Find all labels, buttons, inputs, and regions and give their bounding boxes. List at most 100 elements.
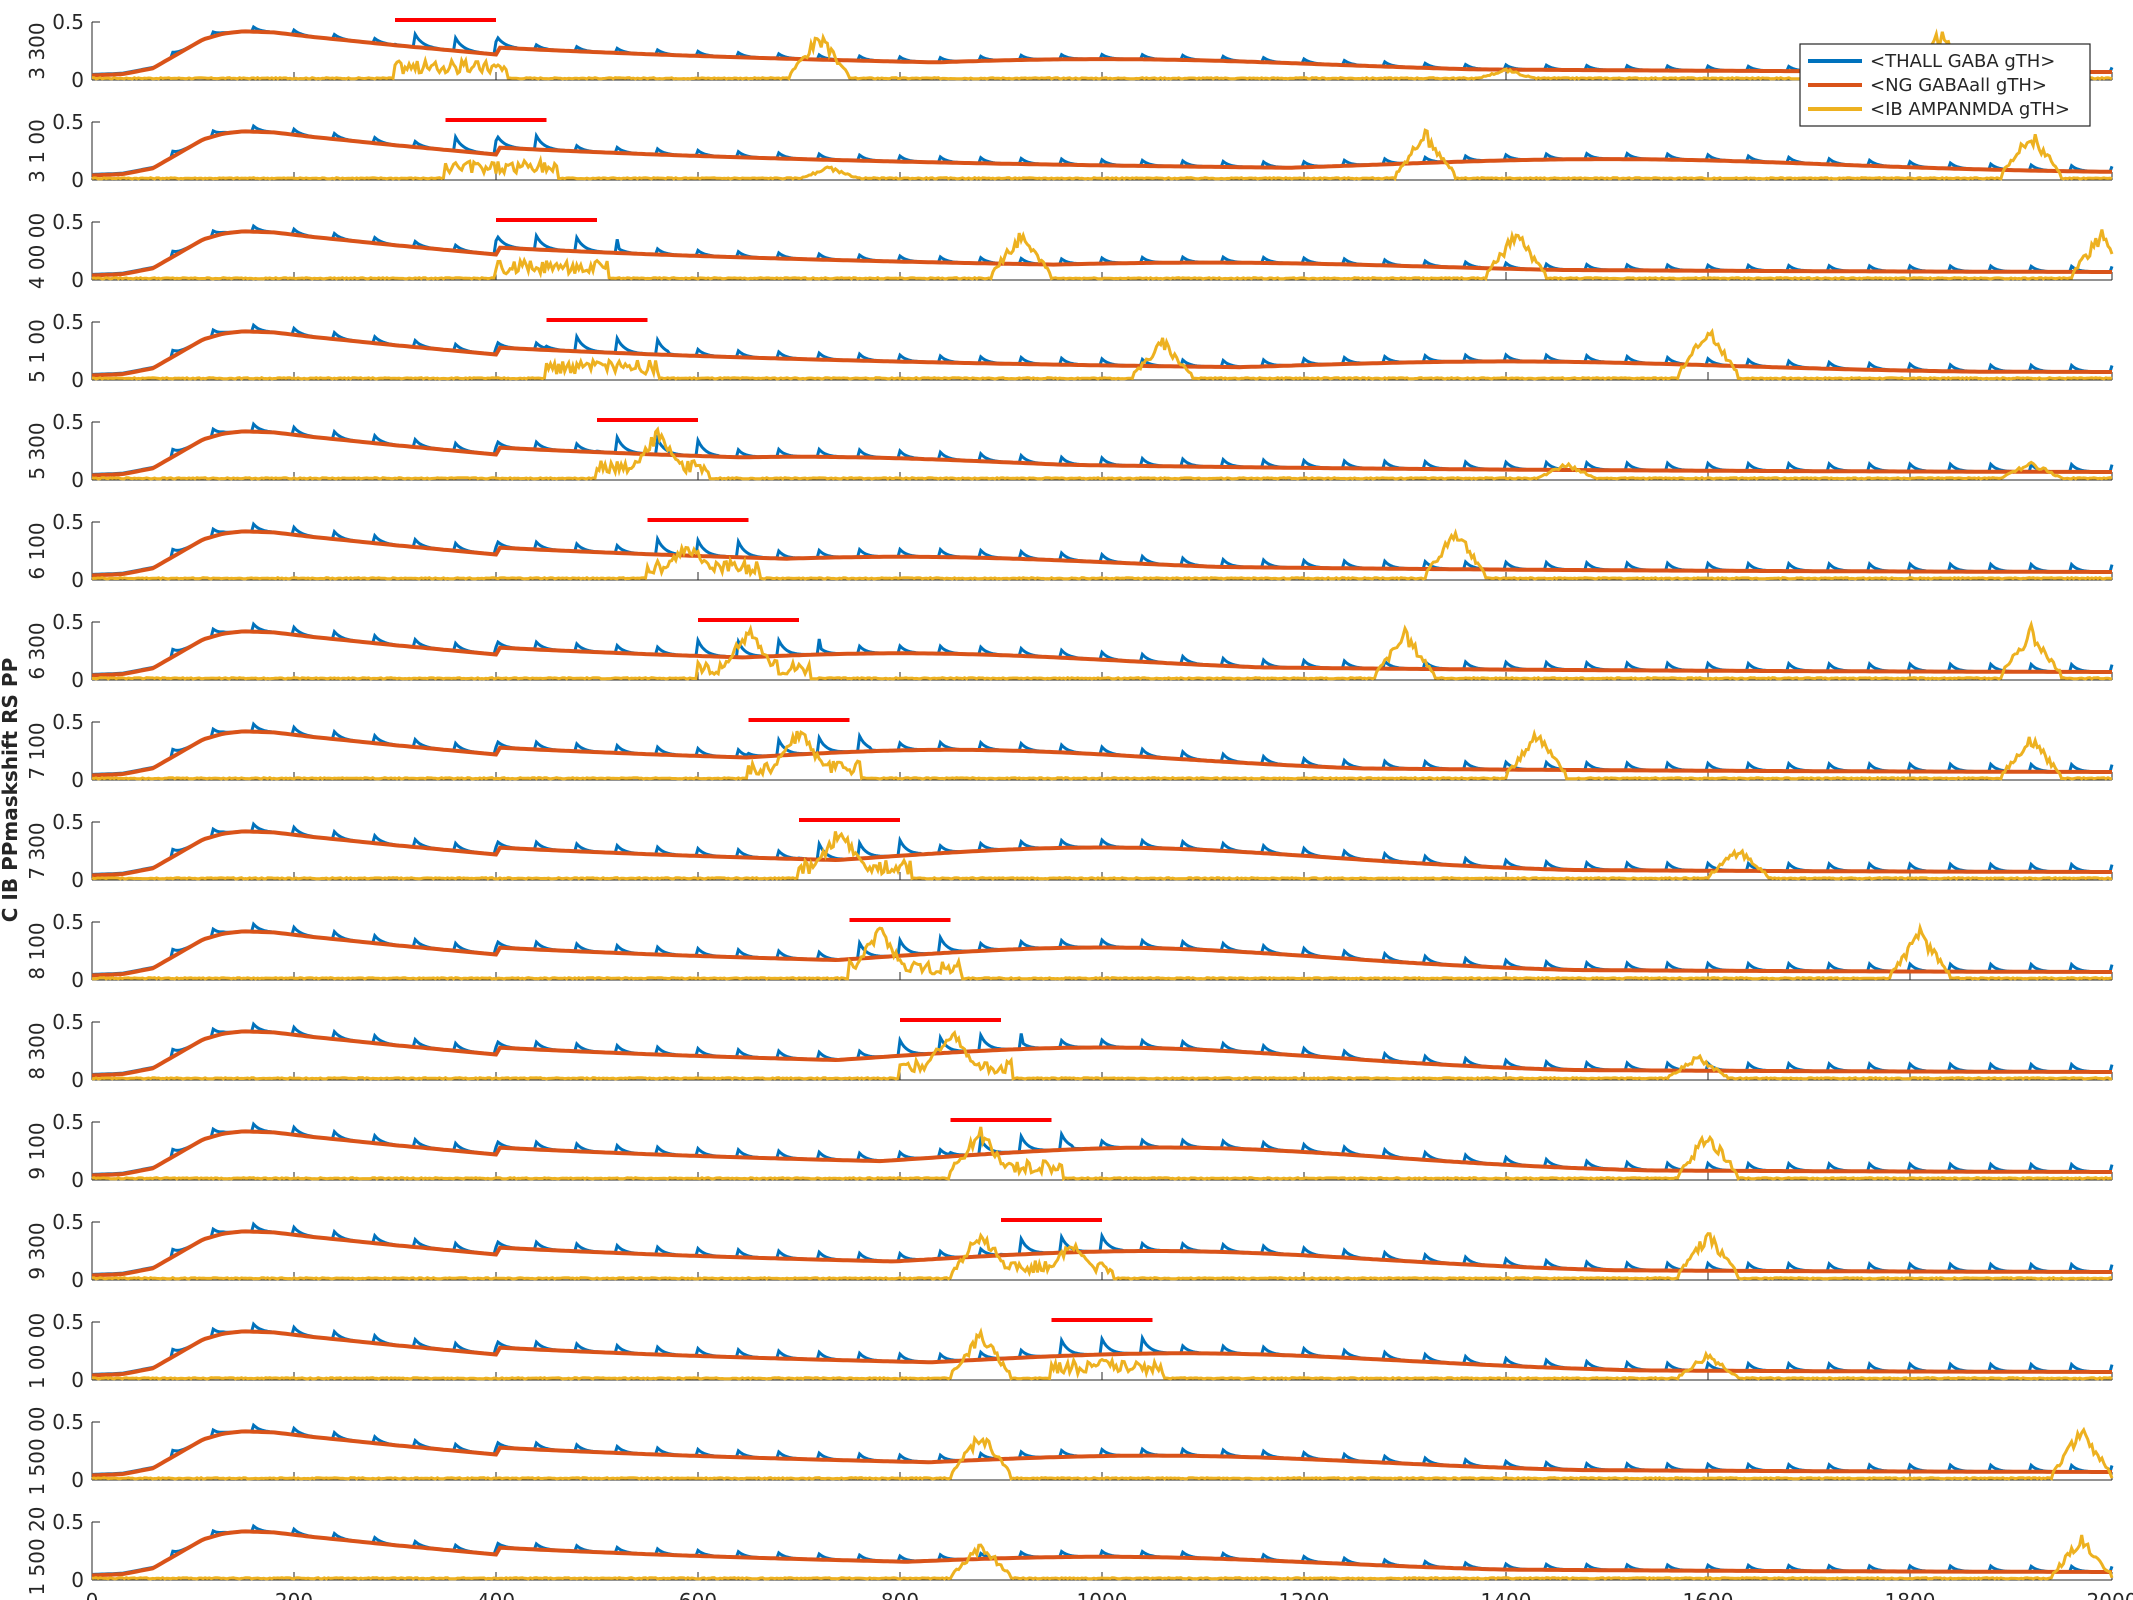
y-tick-label: 0 xyxy=(71,568,84,592)
series-ib-ampanmda xyxy=(91,528,2113,581)
series-ng-gabaall xyxy=(91,629,2112,678)
series-ib-ampanmda xyxy=(91,728,2113,781)
series-ng-gabaall xyxy=(91,1129,2112,1178)
series-ng-gabaall xyxy=(91,1029,2112,1078)
y-tick-label: 0.5 xyxy=(52,1310,84,1334)
y-tick-label: 0.5 xyxy=(52,1410,84,1434)
panel-3: 0 0.54 00 00 xyxy=(25,210,2114,292)
x-tick-label: 1600 xyxy=(1683,1589,1734,1600)
y-tick-label: 0.5 xyxy=(52,1510,84,1534)
series-ng-gabaall xyxy=(91,829,2112,878)
panel-label: 8 300 xyxy=(25,1022,49,1079)
x-tick-label: 200 xyxy=(275,1589,313,1600)
panel-15: 0 0.51 500 00 xyxy=(25,1406,2114,1496)
y-tick-label: 0 xyxy=(71,1468,84,1492)
series-ib-ampanmda xyxy=(92,28,2113,81)
y-tick-label: 0 xyxy=(71,1268,84,1292)
series-ng-gabaall xyxy=(91,1529,2112,1578)
legend-entry-ib: <IB AMPANMDA gTH> xyxy=(1870,99,2070,120)
panel-label: 7 300 xyxy=(25,822,49,879)
y-tick-label: 0.5 xyxy=(52,210,84,234)
y-tick-label: 0 xyxy=(71,368,84,392)
y-axis-label: C IB PPmaskshift RS PP xyxy=(0,658,22,922)
panel-13: 0 0.59 300 xyxy=(25,1210,2114,1292)
y-tick-label: 0.5 xyxy=(52,110,84,134)
y-tick-label: 0 xyxy=(71,168,84,192)
series-ib-ampanmda xyxy=(91,1534,2114,1581)
panel-4: 0 0.55 1 00 xyxy=(25,310,2114,392)
panel-6: 0 0.56 100 xyxy=(25,510,2114,592)
x-tick-label: 1400 xyxy=(1481,1589,1532,1600)
series-ng-gabaall xyxy=(91,29,2112,78)
y-tick-label: 0 xyxy=(71,1368,84,1392)
y-tick-label: 0.5 xyxy=(52,610,84,634)
panel-label: 7 100 xyxy=(25,722,49,779)
series-ib-ampanmda xyxy=(91,1126,2112,1181)
y-tick-label: 0 xyxy=(71,68,84,92)
x-tick-label: 0 xyxy=(86,1589,99,1600)
y-tick-label: 0 xyxy=(71,268,84,292)
panel-label: 9 300 xyxy=(25,1222,49,1279)
panel-label: 6 300 xyxy=(25,622,49,679)
y-tick-label: 0 xyxy=(71,1168,84,1192)
series-ng-gabaall xyxy=(91,329,2112,378)
x-tick-label: 2000 xyxy=(2087,1589,2133,1600)
series-ib-ampanmda xyxy=(91,922,2113,981)
y-tick-label: 0.5 xyxy=(52,1110,84,1134)
series-ng-gabaall xyxy=(91,529,2112,578)
y-tick-label: 0 xyxy=(71,868,84,892)
legend: <THALL GABA gTH> <NG GABAall gTH> <IB AM… xyxy=(1799,43,2091,127)
series-ib-ampanmda xyxy=(91,229,2114,281)
legend-entry-ng: <NG GABAall gTH> xyxy=(1870,75,2047,96)
panel-9: 0 0.57 300 xyxy=(25,810,2114,892)
panel-10: 0 0.58 100 xyxy=(25,910,2114,992)
y-tick-label: 0.5 xyxy=(52,810,84,834)
series-ng-gabaall xyxy=(91,229,2112,278)
y-tick-label: 0.5 xyxy=(52,10,84,34)
series-ng-gabaall xyxy=(91,429,2112,478)
panel-14: 0 0.51 00 00 xyxy=(25,1310,2114,1392)
y-tick-label: 0 xyxy=(71,768,84,792)
x-tick-label: 1200 xyxy=(1279,1589,1330,1600)
panel-8: 0 0.57 100 xyxy=(25,710,2114,792)
x-tick-label: 1800 xyxy=(1885,1589,1936,1600)
y-tick-label: 0 xyxy=(71,668,84,692)
series-ib-ampanmda xyxy=(91,831,2113,881)
panel-label: 1 500 00 xyxy=(25,1406,49,1495)
y-tick-label: 0 xyxy=(71,1068,84,1092)
series-ng-gabaall xyxy=(91,729,2112,778)
x-tick-label: 600 xyxy=(679,1589,717,1600)
panel-label: 5 1 00 xyxy=(25,319,49,383)
panel-2: 0 0.53 1 00 xyxy=(25,110,2114,192)
y-tick-label: 0.5 xyxy=(52,410,84,434)
y-tick-label: 0 xyxy=(71,468,84,492)
y-tick-label: 0.5 xyxy=(52,910,84,934)
y-tick-label: 0 xyxy=(71,1568,84,1592)
x-tick-label: 800 xyxy=(881,1589,919,1600)
panel-5: 0 0.55 300 xyxy=(25,410,2114,492)
panel-12: 0 0.59 100 xyxy=(25,1110,2114,1192)
panel-label: 6 100 xyxy=(25,522,49,579)
series-ib-ampanmda xyxy=(91,1426,2114,1481)
series-ng-gabaall xyxy=(91,1429,2112,1478)
panel-label: 9 100 xyxy=(25,1122,49,1179)
y-tick-label: 0 xyxy=(71,968,84,992)
y-tick-label: 0.5 xyxy=(52,710,84,734)
series-ib-ampanmda xyxy=(91,1327,2113,1381)
x-tick-label: 400 xyxy=(477,1589,515,1600)
panel-1: 0 0.53 300 xyxy=(25,10,2114,92)
series-ib-ampanmda xyxy=(91,1029,2113,1081)
series-ib-ampanmda xyxy=(91,1231,2113,1281)
panel-16: 0 0.51 500 20 xyxy=(25,1506,2114,1596)
y-tick-label: 0.5 xyxy=(52,510,84,534)
series-ib-ampanmda xyxy=(91,619,2113,681)
y-tick-label: 0.5 xyxy=(52,1010,84,1034)
series-ng-gabaall xyxy=(91,129,2112,178)
panel-label: 3 1 00 xyxy=(25,119,49,183)
series-ng-gabaall xyxy=(91,929,2112,978)
